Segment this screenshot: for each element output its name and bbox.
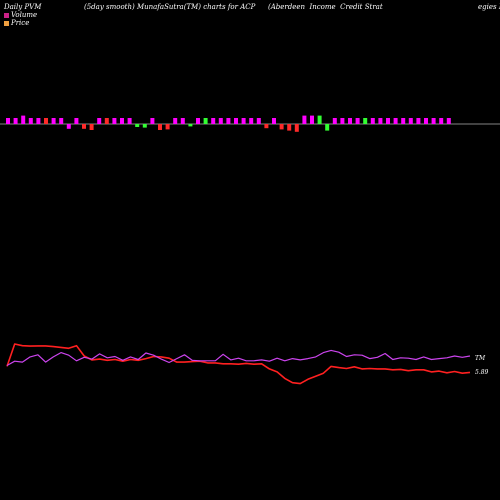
volume-bar (302, 115, 307, 124)
price-lines (6, 343, 471, 385)
volume-swatch (4, 12, 9, 18)
chart-header-company-cut: egies I (478, 3, 500, 11)
chart-header-company: (Aberdeen Income Credit Strat (268, 3, 383, 11)
volume-bar (44, 118, 48, 124)
chart-header-left: Daily PVM (4, 3, 42, 11)
volume-bar (158, 124, 162, 130)
volume-bar (340, 118, 345, 124)
volume-bar (287, 124, 292, 131)
volume-bar (439, 118, 444, 124)
volume-bar (256, 118, 261, 124)
volume-bar (36, 118, 41, 124)
legend-price-label: Price (11, 19, 30, 27)
volume-bar (127, 118, 132, 124)
volume-bar (393, 118, 398, 124)
volume-bar (188, 124, 193, 127)
indicator-line (6, 349, 471, 367)
volume-bar (59, 118, 64, 124)
volume-bar (234, 118, 238, 124)
volume-bar (332, 118, 337, 124)
volume-bar (82, 124, 86, 129)
volume-bar (386, 118, 390, 124)
volume-bar (241, 118, 246, 124)
annotation-price: 5.89 (475, 369, 489, 376)
volume-bar (89, 124, 94, 130)
volume-bar (279, 124, 284, 130)
volume-bar (13, 118, 18, 124)
volume-bar (272, 118, 276, 124)
volume-bar (408, 118, 413, 124)
volume-bar (416, 118, 421, 124)
volume-bar (142, 124, 147, 128)
volume-bars (6, 115, 451, 132)
volume-bar (218, 118, 223, 124)
volume-bar (173, 118, 178, 124)
price-line (6, 343, 471, 385)
volume-bar (97, 118, 102, 124)
volume-bar (6, 118, 10, 124)
volume-bar (196, 118, 200, 124)
volume-bar (112, 118, 117, 124)
volume-bar (363, 118, 368, 124)
volume-bar (249, 118, 254, 124)
legend-volume-label: Volume (11, 11, 38, 19)
chart-header-title: (5day smooth) MunafaSutra(TM) charts for… (84, 3, 256, 11)
legend-volume: Volume (4, 11, 37, 19)
volume-bar (104, 118, 109, 124)
volume-bar (348, 118, 352, 124)
volume-bar (51, 118, 56, 124)
volume-bar (180, 118, 185, 124)
volume-bar (135, 124, 140, 127)
volume-bar (325, 124, 330, 131)
volume-bar (294, 124, 299, 132)
volume-bar (203, 118, 208, 124)
volume-bar (355, 118, 360, 124)
volume-bar (150, 118, 155, 124)
volume-bar (165, 124, 170, 130)
volume-bar (74, 118, 79, 124)
volume-bar (28, 118, 33, 124)
annotation-tm: TM (475, 355, 486, 362)
volume-bar (446, 118, 451, 124)
volume-bar (120, 118, 124, 124)
volume-bar (401, 118, 406, 124)
volume-bar (310, 115, 314, 124)
volume-bar (264, 124, 269, 129)
volume-bar (211, 118, 216, 124)
price-swatch (4, 20, 9, 26)
volume-bar (378, 118, 383, 124)
volume-bar (317, 115, 322, 124)
volume-bar (370, 118, 375, 124)
volume-bar (66, 124, 71, 129)
volume-bar (424, 118, 428, 124)
volume-bar (21, 115, 26, 124)
volume-bar (431, 118, 436, 124)
volume-bar (226, 118, 231, 124)
legend-price: Price (4, 19, 29, 27)
